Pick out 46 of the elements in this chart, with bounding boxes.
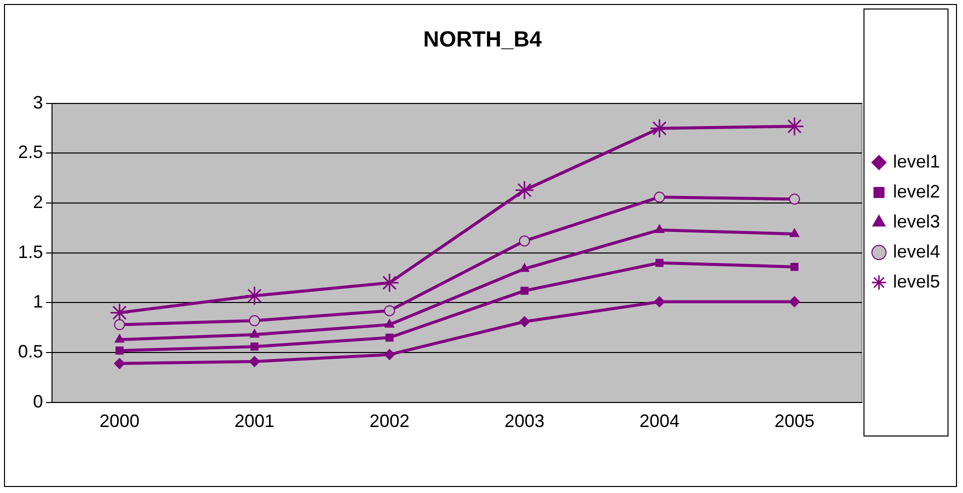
point bbox=[114, 319, 126, 330]
y-tick-label: 0.5 bbox=[18, 342, 44, 362]
point bbox=[788, 194, 800, 205]
point bbox=[115, 346, 124, 355]
point bbox=[114, 358, 126, 370]
point bbox=[518, 235, 530, 246]
point bbox=[790, 262, 799, 271]
point bbox=[250, 342, 259, 351]
x-tick-label: 2001 bbox=[234, 411, 275, 432]
chart-title: NORTH_B4 bbox=[423, 26, 543, 52]
x-tick-label: 2000 bbox=[99, 411, 140, 432]
point bbox=[514, 180, 534, 200]
point bbox=[114, 334, 124, 343]
point bbox=[385, 334, 394, 342]
point bbox=[244, 286, 264, 306]
point bbox=[384, 319, 394, 328]
legend-label: level1 bbox=[892, 151, 940, 172]
legend-label: level4 bbox=[892, 241, 940, 262]
point bbox=[250, 329, 260, 338]
x-tick-label: 2004 bbox=[639, 411, 680, 432]
x-tick-label: 2003 bbox=[504, 411, 545, 432]
point bbox=[384, 349, 395, 360]
y-tick-label: 0 bbox=[33, 391, 44, 412]
point bbox=[654, 296, 665, 308]
point bbox=[788, 296, 800, 308]
x-tick-label: 2002 bbox=[369, 411, 410, 432]
point bbox=[790, 228, 800, 237]
point bbox=[249, 356, 260, 368]
point bbox=[249, 315, 260, 326]
point bbox=[518, 316, 530, 328]
point bbox=[654, 224, 664, 233]
y-tick-label: 3 bbox=[33, 92, 44, 112]
x-tick-label: 2005 bbox=[774, 411, 814, 432]
legend-label: level2 bbox=[892, 181, 940, 202]
point bbox=[520, 263, 530, 272]
y-tick-label: 2 bbox=[33, 192, 44, 212]
y-tick-label: 1 bbox=[33, 292, 44, 312]
point bbox=[654, 192, 665, 203]
legend-label: level5 bbox=[892, 271, 940, 292]
y-tick-label: 1.5 bbox=[18, 242, 44, 262]
point bbox=[520, 286, 529, 295]
y-tick-label: 2.5 bbox=[18, 142, 44, 162]
point bbox=[380, 273, 400, 293]
point bbox=[384, 305, 395, 316]
point bbox=[655, 258, 664, 267]
legend-label: level3 bbox=[892, 211, 940, 232]
